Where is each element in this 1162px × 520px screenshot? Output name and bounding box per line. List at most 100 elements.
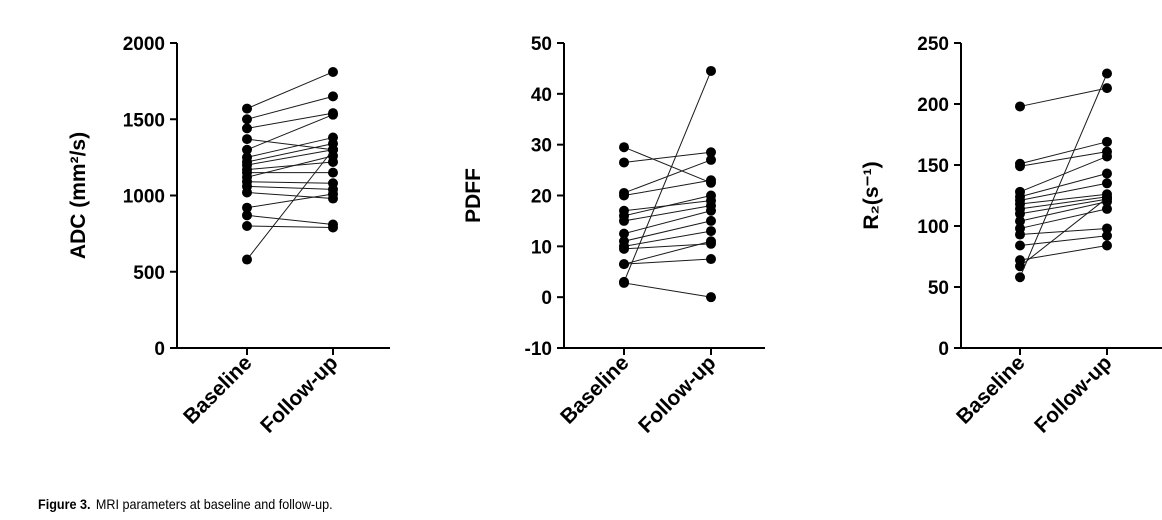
follow-up-point xyxy=(1102,178,1112,189)
pair-line xyxy=(623,258,712,265)
pair-line xyxy=(246,191,334,200)
pair-line xyxy=(623,70,712,283)
chart-panel-1: 0 500 1000 1500 2000 Baseline Follow-up ADC (mm… xyxy=(67,34,390,438)
baseline-point xyxy=(242,103,252,114)
y-tick-label: 0 xyxy=(938,339,949,360)
follow-up-point xyxy=(1102,68,1112,79)
pair-line xyxy=(246,138,334,151)
follow-up-point xyxy=(706,215,716,226)
follow-up-point xyxy=(706,292,716,303)
follow-up-point xyxy=(1102,136,1112,147)
baseline-point xyxy=(242,254,252,265)
follow-up-point xyxy=(1102,230,1112,241)
pair-line xyxy=(246,71,334,110)
follow-up-point xyxy=(706,226,716,237)
baseline-point xyxy=(242,134,252,145)
follow-up-point xyxy=(328,222,338,233)
pair-line xyxy=(1019,235,1108,247)
baseline-point xyxy=(619,277,629,288)
y-tick-label: 250 xyxy=(917,34,949,55)
pair-line xyxy=(1019,196,1108,210)
pair-line xyxy=(246,114,334,151)
pair-line xyxy=(623,220,712,242)
follow-up-point xyxy=(328,66,338,77)
pair-line xyxy=(246,161,334,171)
x-category-label: Baseline xyxy=(556,351,633,428)
pair-line xyxy=(1019,245,1108,261)
baseline-point xyxy=(1015,272,1025,283)
baseline-point xyxy=(1015,101,1025,112)
follow-up-point xyxy=(706,205,716,216)
baseline-point xyxy=(242,210,252,221)
pair-line xyxy=(246,225,334,229)
follow-up-point xyxy=(328,109,338,120)
pair-line xyxy=(1019,151,1108,167)
y-tick-label: 1000 xyxy=(123,187,165,208)
x-category-label: Follow-up xyxy=(1030,351,1116,437)
pair-line xyxy=(623,195,712,217)
y-tick-label: 2000 xyxy=(123,34,165,55)
follow-up-point xyxy=(328,188,338,199)
x-category-label: Follow-up xyxy=(256,351,342,437)
y-tick-label: 20 xyxy=(531,187,552,208)
follow-up-point xyxy=(706,147,716,158)
baseline-point xyxy=(1015,208,1025,219)
y-tick-label: -10 xyxy=(525,339,552,360)
pair-line xyxy=(246,143,334,163)
pair-line xyxy=(1019,197,1108,267)
pair-line xyxy=(246,181,334,184)
pair-line xyxy=(1019,141,1108,165)
caption-text: MRI parameters at baseline and follow-up… xyxy=(95,496,333,512)
chart-panel-2: -10 0 10 20 30 40 50 Baseline Follow-up PDFF xyxy=(462,34,765,438)
pair-line xyxy=(1019,208,1108,229)
pair-line xyxy=(623,146,712,184)
baseline-point xyxy=(619,243,629,254)
y-tick-label: 1500 xyxy=(123,110,165,131)
baseline-point xyxy=(1015,240,1025,251)
pair-line xyxy=(1019,182,1108,201)
baseline-point xyxy=(242,202,252,213)
pair-line xyxy=(246,95,334,120)
pair-line xyxy=(1019,193,1108,205)
follow-up-point xyxy=(706,175,716,186)
baseline-point xyxy=(619,228,629,239)
pair-line xyxy=(623,282,712,298)
figure-number: Figure 3. xyxy=(38,496,91,512)
follow-up-point xyxy=(706,254,716,265)
baseline-point xyxy=(1015,161,1025,172)
pair-line xyxy=(623,240,712,265)
y-tick-label: 200 xyxy=(917,95,949,116)
pair-line xyxy=(623,179,712,196)
pair-line xyxy=(623,205,712,222)
y-tick-label: 50 xyxy=(531,34,552,55)
baseline-point xyxy=(1015,261,1025,272)
pair-line xyxy=(1019,201,1108,222)
pair-line xyxy=(1019,73,1108,278)
follow-up-point xyxy=(1102,168,1112,179)
pair-line xyxy=(1019,173,1108,198)
baseline-point xyxy=(242,144,252,155)
baseline-point xyxy=(1015,229,1025,240)
pair-line xyxy=(246,112,334,129)
pair-line xyxy=(1019,87,1108,107)
x-category-label: Follow-up xyxy=(634,351,720,437)
y-tick-label: 40 xyxy=(531,85,552,106)
follow-up-point xyxy=(706,236,716,247)
follow-up-point xyxy=(1102,83,1112,94)
y-tick-label: 500 xyxy=(133,263,165,284)
pair-line xyxy=(623,230,712,247)
x-category-label: Baseline xyxy=(179,351,256,428)
follow-up-point xyxy=(1102,223,1112,234)
y-tick-label: 0 xyxy=(541,288,552,309)
pair-line xyxy=(623,210,712,235)
baseline-point xyxy=(242,114,252,125)
baseline-point xyxy=(619,215,629,226)
y-tick-label: 150 xyxy=(917,156,949,177)
follow-up-point xyxy=(706,190,716,201)
baseline-point xyxy=(619,157,629,168)
y-tick-label: 30 xyxy=(531,136,552,157)
pair-line xyxy=(246,214,334,225)
pair-line xyxy=(246,185,334,190)
baseline-point xyxy=(619,142,629,153)
